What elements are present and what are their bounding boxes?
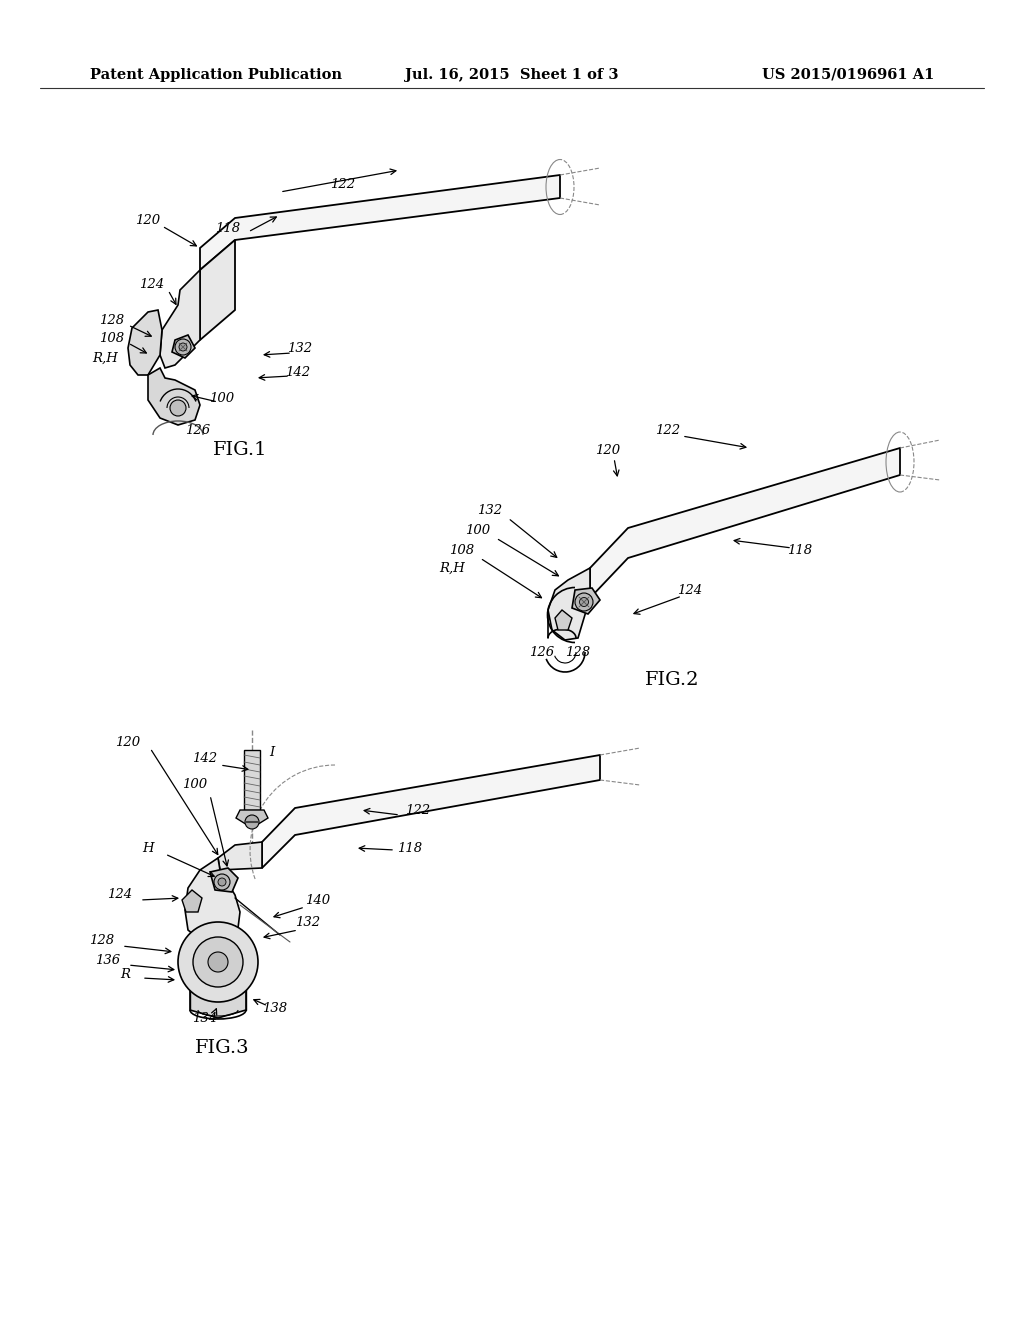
Polygon shape <box>244 750 260 810</box>
Circle shape <box>170 400 186 416</box>
Text: 132: 132 <box>477 503 503 516</box>
Circle shape <box>580 598 589 606</box>
Circle shape <box>193 937 243 987</box>
Polygon shape <box>185 858 240 942</box>
Text: I: I <box>269 746 274 759</box>
Polygon shape <box>128 310 162 375</box>
Polygon shape <box>262 755 600 869</box>
Text: 108: 108 <box>450 544 474 557</box>
Text: 128: 128 <box>89 933 115 946</box>
Text: 120: 120 <box>116 735 140 748</box>
Text: 100: 100 <box>466 524 490 536</box>
Polygon shape <box>182 890 202 912</box>
Text: 108: 108 <box>99 331 125 345</box>
Circle shape <box>208 952 228 972</box>
Polygon shape <box>200 240 234 341</box>
Text: 100: 100 <box>210 392 234 404</box>
Text: 118: 118 <box>215 222 241 235</box>
Polygon shape <box>555 610 572 630</box>
Polygon shape <box>148 368 200 425</box>
Polygon shape <box>218 842 262 870</box>
Text: R,H: R,H <box>439 561 465 574</box>
Text: 140: 140 <box>305 894 331 907</box>
Text: 142: 142 <box>193 751 217 764</box>
Polygon shape <box>590 447 900 598</box>
Text: 124: 124 <box>678 583 702 597</box>
Text: FIG.3: FIG.3 <box>195 1039 249 1057</box>
Circle shape <box>218 878 226 886</box>
Text: 134: 134 <box>193 1011 217 1024</box>
Circle shape <box>175 339 191 355</box>
Polygon shape <box>172 335 195 358</box>
Text: 128: 128 <box>565 645 591 659</box>
Text: 118: 118 <box>787 544 813 557</box>
Circle shape <box>214 874 230 890</box>
Polygon shape <box>548 568 590 640</box>
Text: 100: 100 <box>182 779 208 792</box>
Text: 138: 138 <box>262 1002 288 1015</box>
Text: 136: 136 <box>95 953 121 966</box>
Polygon shape <box>160 271 200 368</box>
Text: US 2015/0196961 A1: US 2015/0196961 A1 <box>762 69 934 82</box>
Polygon shape <box>210 869 238 892</box>
Text: H: H <box>142 842 154 854</box>
Text: FIG.2: FIG.2 <box>645 671 699 689</box>
Text: 118: 118 <box>397 842 423 854</box>
Polygon shape <box>200 176 560 271</box>
Text: 126: 126 <box>185 424 211 437</box>
Text: 124: 124 <box>139 279 165 292</box>
Text: 132: 132 <box>288 342 312 355</box>
Text: 126: 126 <box>529 645 555 659</box>
Text: 120: 120 <box>135 214 161 227</box>
Text: R,H: R,H <box>92 351 118 364</box>
Text: Jul. 16, 2015  Sheet 1 of 3: Jul. 16, 2015 Sheet 1 of 3 <box>406 69 618 82</box>
Text: 142: 142 <box>286 366 310 379</box>
Polygon shape <box>190 952 246 1018</box>
Text: FIG.1: FIG.1 <box>213 441 267 459</box>
Circle shape <box>575 593 593 611</box>
Circle shape <box>179 343 187 351</box>
Text: 122: 122 <box>331 178 355 191</box>
Polygon shape <box>236 810 268 828</box>
Text: Patent Application Publication: Patent Application Publication <box>90 69 342 82</box>
Text: 122: 122 <box>406 804 430 817</box>
Polygon shape <box>572 587 600 614</box>
Text: 124: 124 <box>108 888 132 902</box>
Circle shape <box>178 921 258 1002</box>
Circle shape <box>245 814 259 829</box>
Text: R: R <box>120 969 130 982</box>
Text: 128: 128 <box>99 314 125 326</box>
Text: 120: 120 <box>595 444 621 457</box>
Text: 122: 122 <box>655 424 681 437</box>
Text: 132: 132 <box>296 916 321 928</box>
